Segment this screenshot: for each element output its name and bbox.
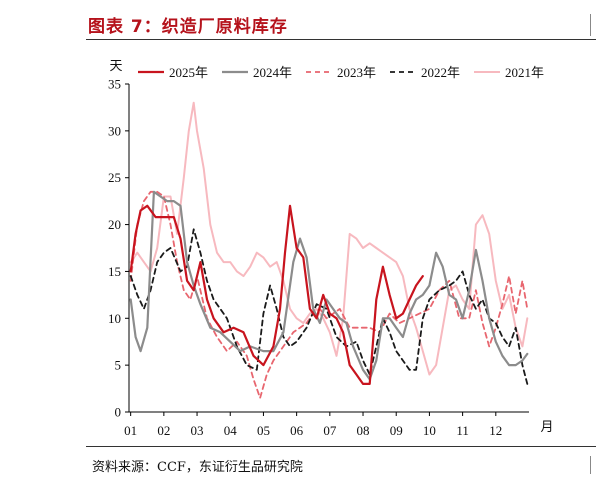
legend-label: 2022年 — [421, 65, 460, 80]
legend-label: 2021年 — [505, 65, 544, 80]
figure-title: 图表 7：织造厂原料库存 — [88, 17, 288, 37]
legend-label: 2025年 — [169, 65, 208, 80]
top-rule — [86, 39, 596, 40]
bottom-rule — [86, 446, 596, 447]
chart-series — [129, 101, 529, 399]
x-tick-label: 04 — [224, 423, 238, 438]
adjacent-panel-edge-bottom — [590, 456, 596, 474]
series-line-2022 — [129, 228, 529, 385]
x-tick-label: 09 — [390, 423, 403, 438]
adjacent-panel-edge — [590, 14, 596, 36]
x-tick-label: 07 — [323, 423, 337, 438]
source-note: 资料来源：CCF，东证衍生品研究院 — [92, 460, 303, 475]
y-tick-label: 5 — [115, 358, 122, 373]
x-tick-label: 11 — [456, 423, 469, 438]
y-tick-label: 30 — [108, 123, 121, 138]
y-tick-label: 25 — [108, 170, 121, 185]
x-tick-label: 08 — [357, 423, 370, 438]
x-tick-label: 05 — [257, 423, 270, 438]
x-tick-label: 12 — [489, 423, 502, 438]
y-tick-label: 35 — [108, 77, 121, 92]
y-tick-label: 0 — [115, 405, 122, 420]
x-axis-label: 月 — [540, 419, 553, 434]
chart-legend: 2025年 2024年 2023年 2022年 2021年 — [138, 65, 544, 80]
series-line-2025 — [129, 204, 424, 385]
x-tick-label: 03 — [191, 423, 204, 438]
y-tick-label: 15 — [108, 264, 121, 279]
x-tick-label: 02 — [157, 423, 170, 438]
legend-label: 2023年 — [337, 65, 376, 80]
x-tick-label: 10 — [423, 423, 436, 438]
y-tick-label: 10 — [108, 311, 121, 326]
series-line-2024 — [129, 190, 529, 381]
y-tick-label: 20 — [108, 217, 121, 232]
x-tick-label: 01 — [124, 423, 137, 438]
y-axis-label: 天 — [109, 58, 122, 73]
series-line-2021 — [129, 101, 529, 376]
legend-label: 2024年 — [253, 65, 292, 80]
x-tick-label: 06 — [290, 423, 304, 438]
